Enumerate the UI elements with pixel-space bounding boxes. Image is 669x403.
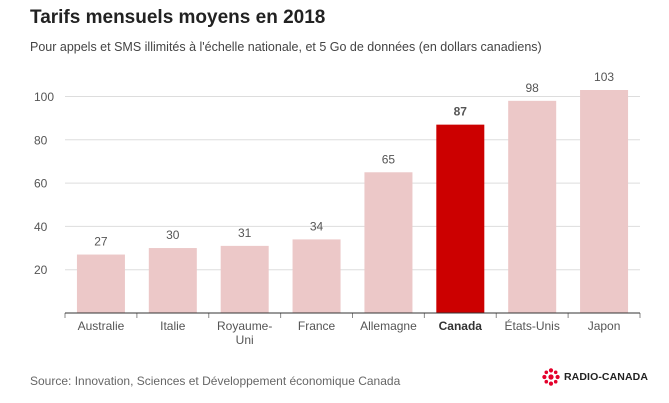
x-tick-label: Allemagne [360, 319, 417, 333]
bar [508, 100, 557, 313]
y-tick-label: 60 [34, 177, 48, 191]
data-label: 103 [594, 70, 614, 84]
brand-name: RADIO-CANADA [564, 371, 649, 383]
data-label: 87 [454, 105, 468, 119]
x-tick-label: France [298, 319, 336, 333]
data-label: 31 [238, 226, 252, 240]
source-note: Source: Innovation, Sciences et Développ… [30, 374, 401, 388]
x-tick-label: Royaume- [217, 319, 272, 333]
data-label: 65 [382, 152, 396, 166]
bar [580, 90, 629, 313]
x-tick-label: Italie [160, 319, 186, 333]
y-tick-label: 20 [34, 263, 48, 277]
x-tick-label: Japon [588, 319, 621, 333]
bar [220, 245, 269, 313]
data-label: 27 [94, 235, 108, 249]
chart-title: Tarifs mensuels moyens en 2018 [30, 7, 326, 28]
data-label: 34 [310, 219, 324, 233]
y-tick-label: 100 [34, 90, 54, 104]
y-tick-label: 80 [34, 133, 48, 147]
bar [76, 254, 125, 313]
brand: RADIO-CANADA [542, 368, 648, 386]
bar [436, 124, 485, 314]
bar [292, 239, 341, 313]
chart-subtitle: Pour appels et SMS illimités à l'échelle… [30, 40, 542, 54]
bar [148, 248, 197, 313]
data-label: 30 [166, 228, 180, 242]
y-tick-label: 40 [34, 220, 48, 234]
radio-canada-gem-icon [542, 368, 560, 386]
x-tick-label: États-Unis [505, 318, 560, 333]
x-tick-label: Uni [236, 333, 254, 347]
x-tick-label: Australie [78, 319, 125, 333]
bar [364, 172, 413, 313]
x-tick-label: Canada [439, 319, 483, 333]
data-label: 98 [526, 81, 540, 95]
